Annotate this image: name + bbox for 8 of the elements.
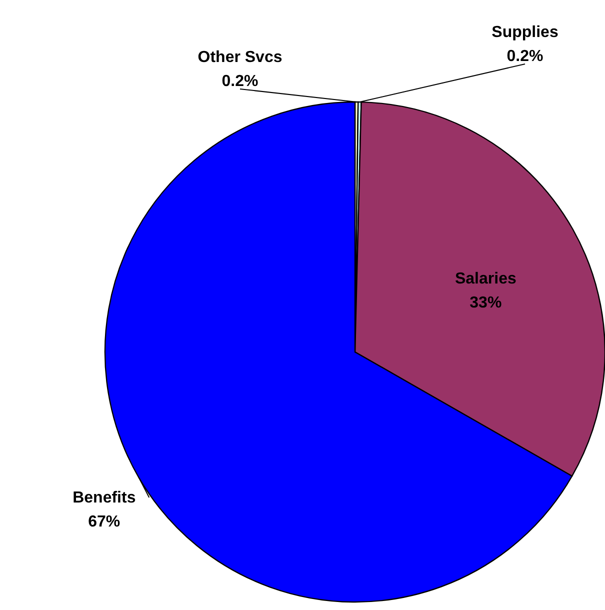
data-label: 0.2% (506, 48, 544, 65)
slice-label: Salaries (454, 270, 516, 288)
data-label: 67% (88, 514, 120, 531)
slice-label: Supplies (492, 24, 558, 41)
slice-label: Benefits (72, 490, 136, 507)
data-label: 33% (470, 294, 502, 312)
data-label: 0.2% (222, 73, 258, 90)
slice-label: Other Svcs (198, 49, 282, 66)
